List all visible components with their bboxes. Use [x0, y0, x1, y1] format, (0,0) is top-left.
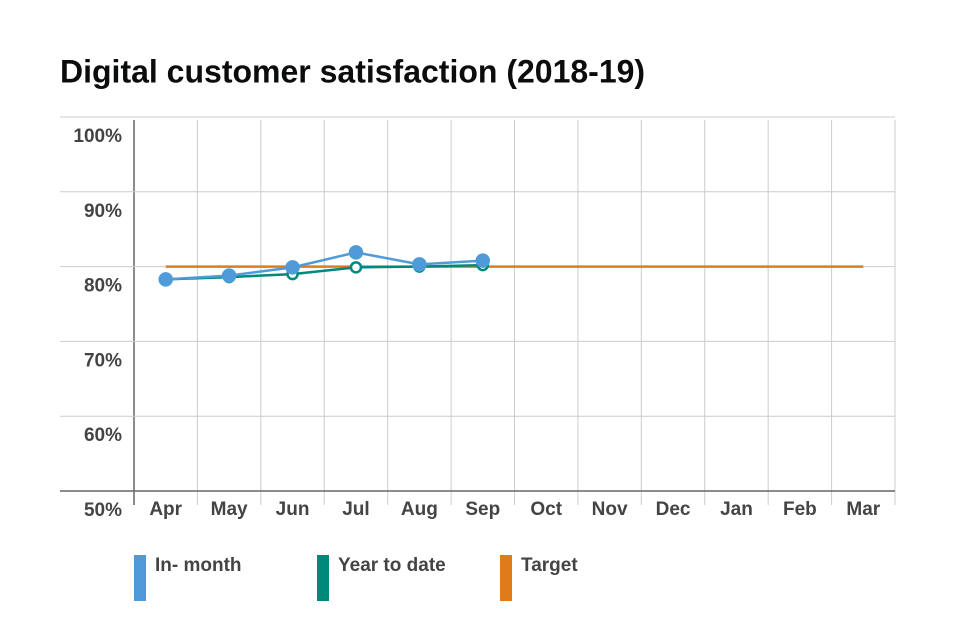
point [158, 272, 173, 287]
point [349, 261, 363, 274]
point [221, 268, 237, 283]
point [412, 257, 427, 272]
y-tick-label: 50% [84, 500, 122, 521]
series-line [165, 251, 483, 281]
y-tick-label: 100% [73, 126, 122, 147]
y-tick-label: 90% [84, 201, 122, 222]
x-tick-label: Jul [342, 499, 369, 520]
x-tick-label: Nov [592, 499, 628, 520]
y-tick-label: 70% [84, 350, 122, 371]
chart-title: Digital customer satisfaction (2018-19) [60, 53, 645, 89]
legend-label: Target [521, 555, 578, 576]
legend-label: In- month [155, 555, 242, 576]
x-tick-label: Aug [401, 499, 438, 520]
legend-swatch [500, 555, 512, 601]
x-tick-label: Mar [846, 499, 880, 520]
legend-swatch [134, 555, 146, 601]
x-tick-label: Apr [149, 499, 182, 520]
x-tick-label: May [211, 499, 248, 520]
point [285, 260, 300, 275]
x-tick-label: Oct [530, 499, 562, 520]
legend-swatch [317, 555, 329, 601]
point [475, 253, 491, 268]
y-tick-label: 60% [84, 425, 122, 446]
x-tick-label: Dec [656, 499, 691, 520]
legend-label: Year to date [338, 555, 446, 576]
x-tick-label: Jan [720, 499, 753, 520]
x-tick-label: Jun [276, 499, 310, 520]
point [348, 245, 364, 260]
x-tick-label: Feb [783, 499, 817, 520]
x-tick-label: Sep [465, 499, 500, 520]
y-tick-label: 80% [84, 276, 122, 297]
